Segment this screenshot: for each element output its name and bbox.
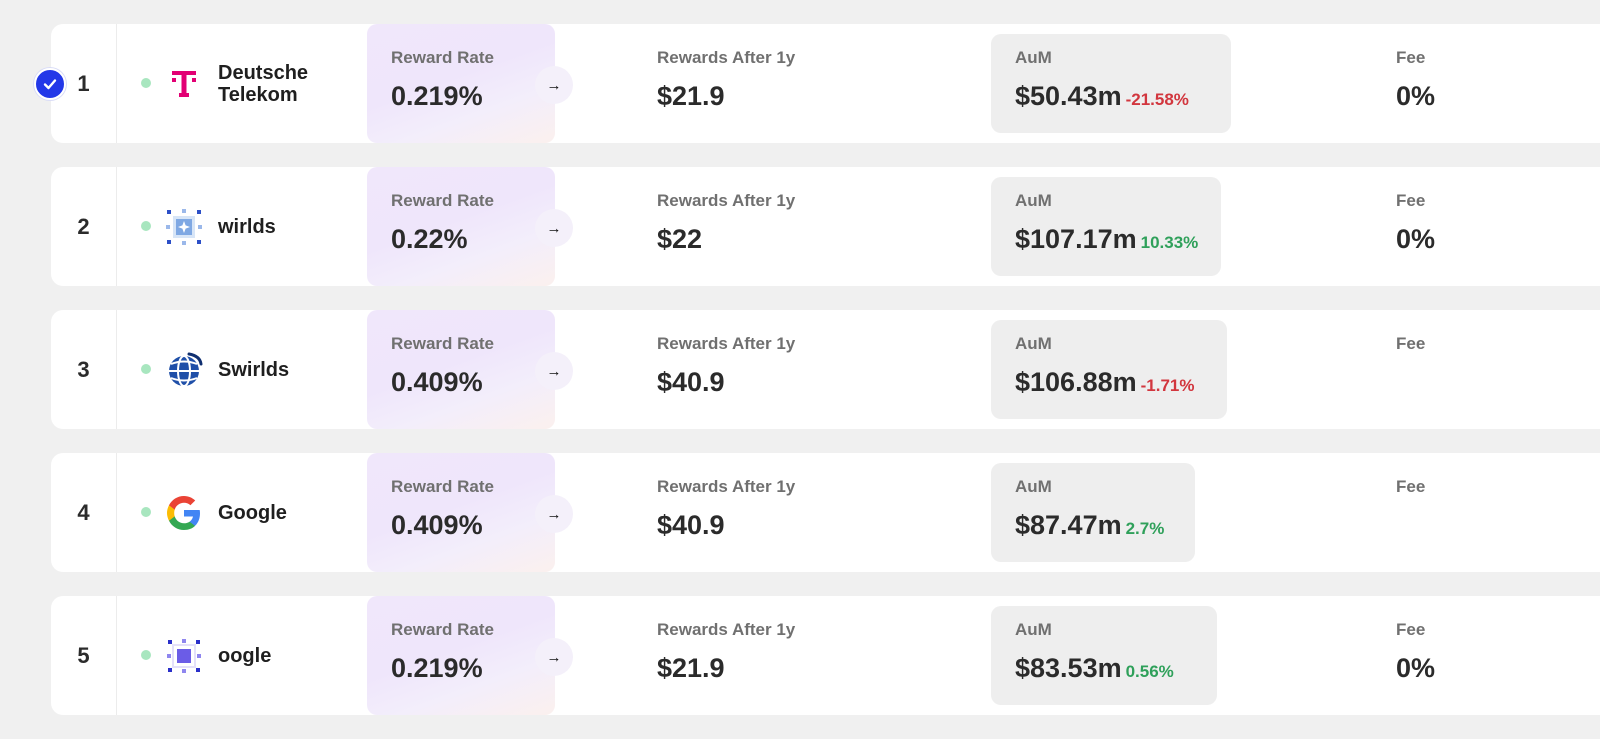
fee-label: Fee (1396, 334, 1426, 353)
aum-change: -21.58% (1125, 90, 1189, 109)
rewards-after-label: Rewards After 1y (657, 477, 796, 496)
fee-value: 0% (1396, 224, 1436, 254)
validator-row[interactable]: 3 Swirlds Reward Rate 0.409% → Rewards A… (51, 310, 1600, 429)
swirlds-globe-icon (164, 350, 204, 390)
validator-name[interactable]: oogle (218, 644, 272, 667)
arrow-right-icon[interactable]: → (535, 352, 573, 390)
validator-name[interactable]: Deutsche Telekom (218, 61, 309, 106)
aum-change: 10.33% (1140, 233, 1199, 252)
aum-label: AuM (1015, 620, 1052, 639)
status-dot (141, 507, 151, 517)
reward-rate-cell: Reward Rate 0.219% (367, 24, 555, 143)
aum-value-group: $87.47m 2.7% (1015, 510, 1164, 541)
aum-cell: AuM $50.43m -21.58% (991, 34, 1231, 133)
aum-label: AuM (1015, 334, 1052, 353)
rewards-after-value: $40.9 (657, 367, 725, 397)
reward-rate-label: Reward Rate (391, 334, 494, 353)
rewards-after-label: Rewards After 1y (657, 191, 796, 210)
arrow-right-icon[interactable]: → (535, 66, 573, 104)
row-rank: 2 (51, 167, 117, 286)
aum-cell: AuM $107.17m 10.33% (991, 177, 1221, 276)
status-dot (141, 78, 151, 88)
aum-value-group: $106.88m -1.71% (1015, 367, 1194, 398)
arrow-right-icon[interactable]: → (535, 209, 573, 247)
reward-rate-cell: Reward Rate 0.219% (367, 596, 555, 715)
selected-check-icon[interactable] (34, 68, 66, 100)
reward-rate-value: 0.22% (391, 224, 468, 254)
validator-name[interactable]: Swirlds (218, 358, 290, 381)
fee-label: Fee (1396, 191, 1426, 210)
aum-value: $87.47m (1015, 510, 1122, 540)
validator-row[interactable]: 4 Google Reward Rate 0.409% → Rewards Af… (51, 453, 1600, 572)
fee-value: 0% (1396, 81, 1436, 111)
row-rank: 5 (51, 596, 117, 715)
row-rank: 3 (51, 310, 117, 429)
reward-rate-value: 0.219% (391, 653, 483, 683)
aum-value-group: $107.17m 10.33% (1015, 224, 1198, 255)
reward-rate-label: Reward Rate (391, 191, 494, 210)
rewards-after-value: $40.9 (657, 510, 725, 540)
oogle-logo-icon (164, 636, 204, 676)
aum-value: $83.53m (1015, 653, 1122, 683)
aum-value-group: $50.43m -21.58% (1015, 81, 1189, 112)
validator-row[interactable]: 2 wirlds Reward Rate 0.22% → Rewards A (51, 167, 1600, 286)
reward-rate-label: Reward Rate (391, 620, 494, 639)
reward-rate-value: 0.409% (391, 510, 483, 540)
validator-name[interactable]: wirlds (218, 215, 276, 238)
rewards-after-value: $22 (657, 224, 703, 254)
fee-label: Fee (1396, 477, 1426, 496)
row-rank: 4 (51, 453, 117, 572)
reward-rate-cell: Reward Rate 0.22% (367, 167, 555, 286)
google-logo-icon (164, 493, 204, 533)
aum-cell: AuM $106.88m -1.71% (991, 320, 1227, 419)
arrow-right-icon[interactable]: → (535, 495, 573, 533)
aum-value: $107.17m (1015, 224, 1137, 254)
validator-row[interactable]: 5 oogle Reward Rate 0.219% → Rewards Aft… (51, 596, 1600, 715)
aum-change: -1.71% (1140, 376, 1195, 395)
reward-rate-value: 0.409% (391, 367, 483, 397)
reward-rate-label: Reward Rate (391, 477, 494, 496)
aum-label: AuM (1015, 191, 1052, 210)
telekom-logo-icon (164, 64, 204, 104)
validator-row[interactable]: 1 Deutsche Telekom Reward Rate 0.219% → … (51, 24, 1600, 143)
reward-rate-label: Reward Rate (391, 48, 494, 67)
wirlds-logo-icon (164, 207, 204, 247)
validator-name[interactable]: Google (218, 501, 287, 524)
aum-label: AuM (1015, 48, 1052, 67)
aum-label: AuM (1015, 477, 1052, 496)
rewards-after-value: $21.9 (657, 653, 725, 683)
fee-label: Fee (1396, 48, 1426, 67)
fee-label: Fee (1396, 620, 1426, 639)
aum-cell: AuM $83.53m 0.56% (991, 606, 1217, 705)
aum-value-group: $83.53m 0.56% (1015, 653, 1174, 684)
status-dot (141, 650, 151, 660)
aum-cell: AuM $87.47m 2.7% (991, 463, 1195, 562)
status-dot (141, 364, 151, 374)
arrow-right-icon[interactable]: → (535, 638, 573, 676)
status-dot (141, 221, 151, 231)
rewards-after-label: Rewards After 1y (657, 48, 796, 67)
aum-change: 0.56% (1125, 662, 1174, 681)
aum-value: $106.88m (1015, 367, 1137, 397)
aum-value: $50.43m (1015, 81, 1122, 111)
row-rank: 1 (51, 24, 117, 143)
fee-value: 0% (1396, 653, 1436, 683)
reward-rate-cell: Reward Rate 0.409% (367, 453, 555, 572)
rewards-after-value: $21.9 (657, 81, 725, 111)
rewards-after-label: Rewards After 1y (657, 334, 796, 353)
reward-rate-value: 0.219% (391, 81, 483, 111)
rewards-after-label: Rewards After 1y (657, 620, 796, 639)
aum-change: 2.7% (1125, 519, 1165, 538)
reward-rate-cell: Reward Rate 0.409% (367, 310, 555, 429)
